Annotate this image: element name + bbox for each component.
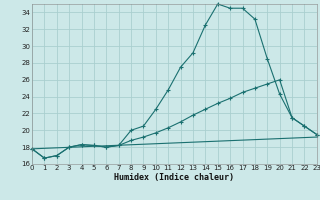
X-axis label: Humidex (Indice chaleur): Humidex (Indice chaleur) xyxy=(115,173,234,182)
